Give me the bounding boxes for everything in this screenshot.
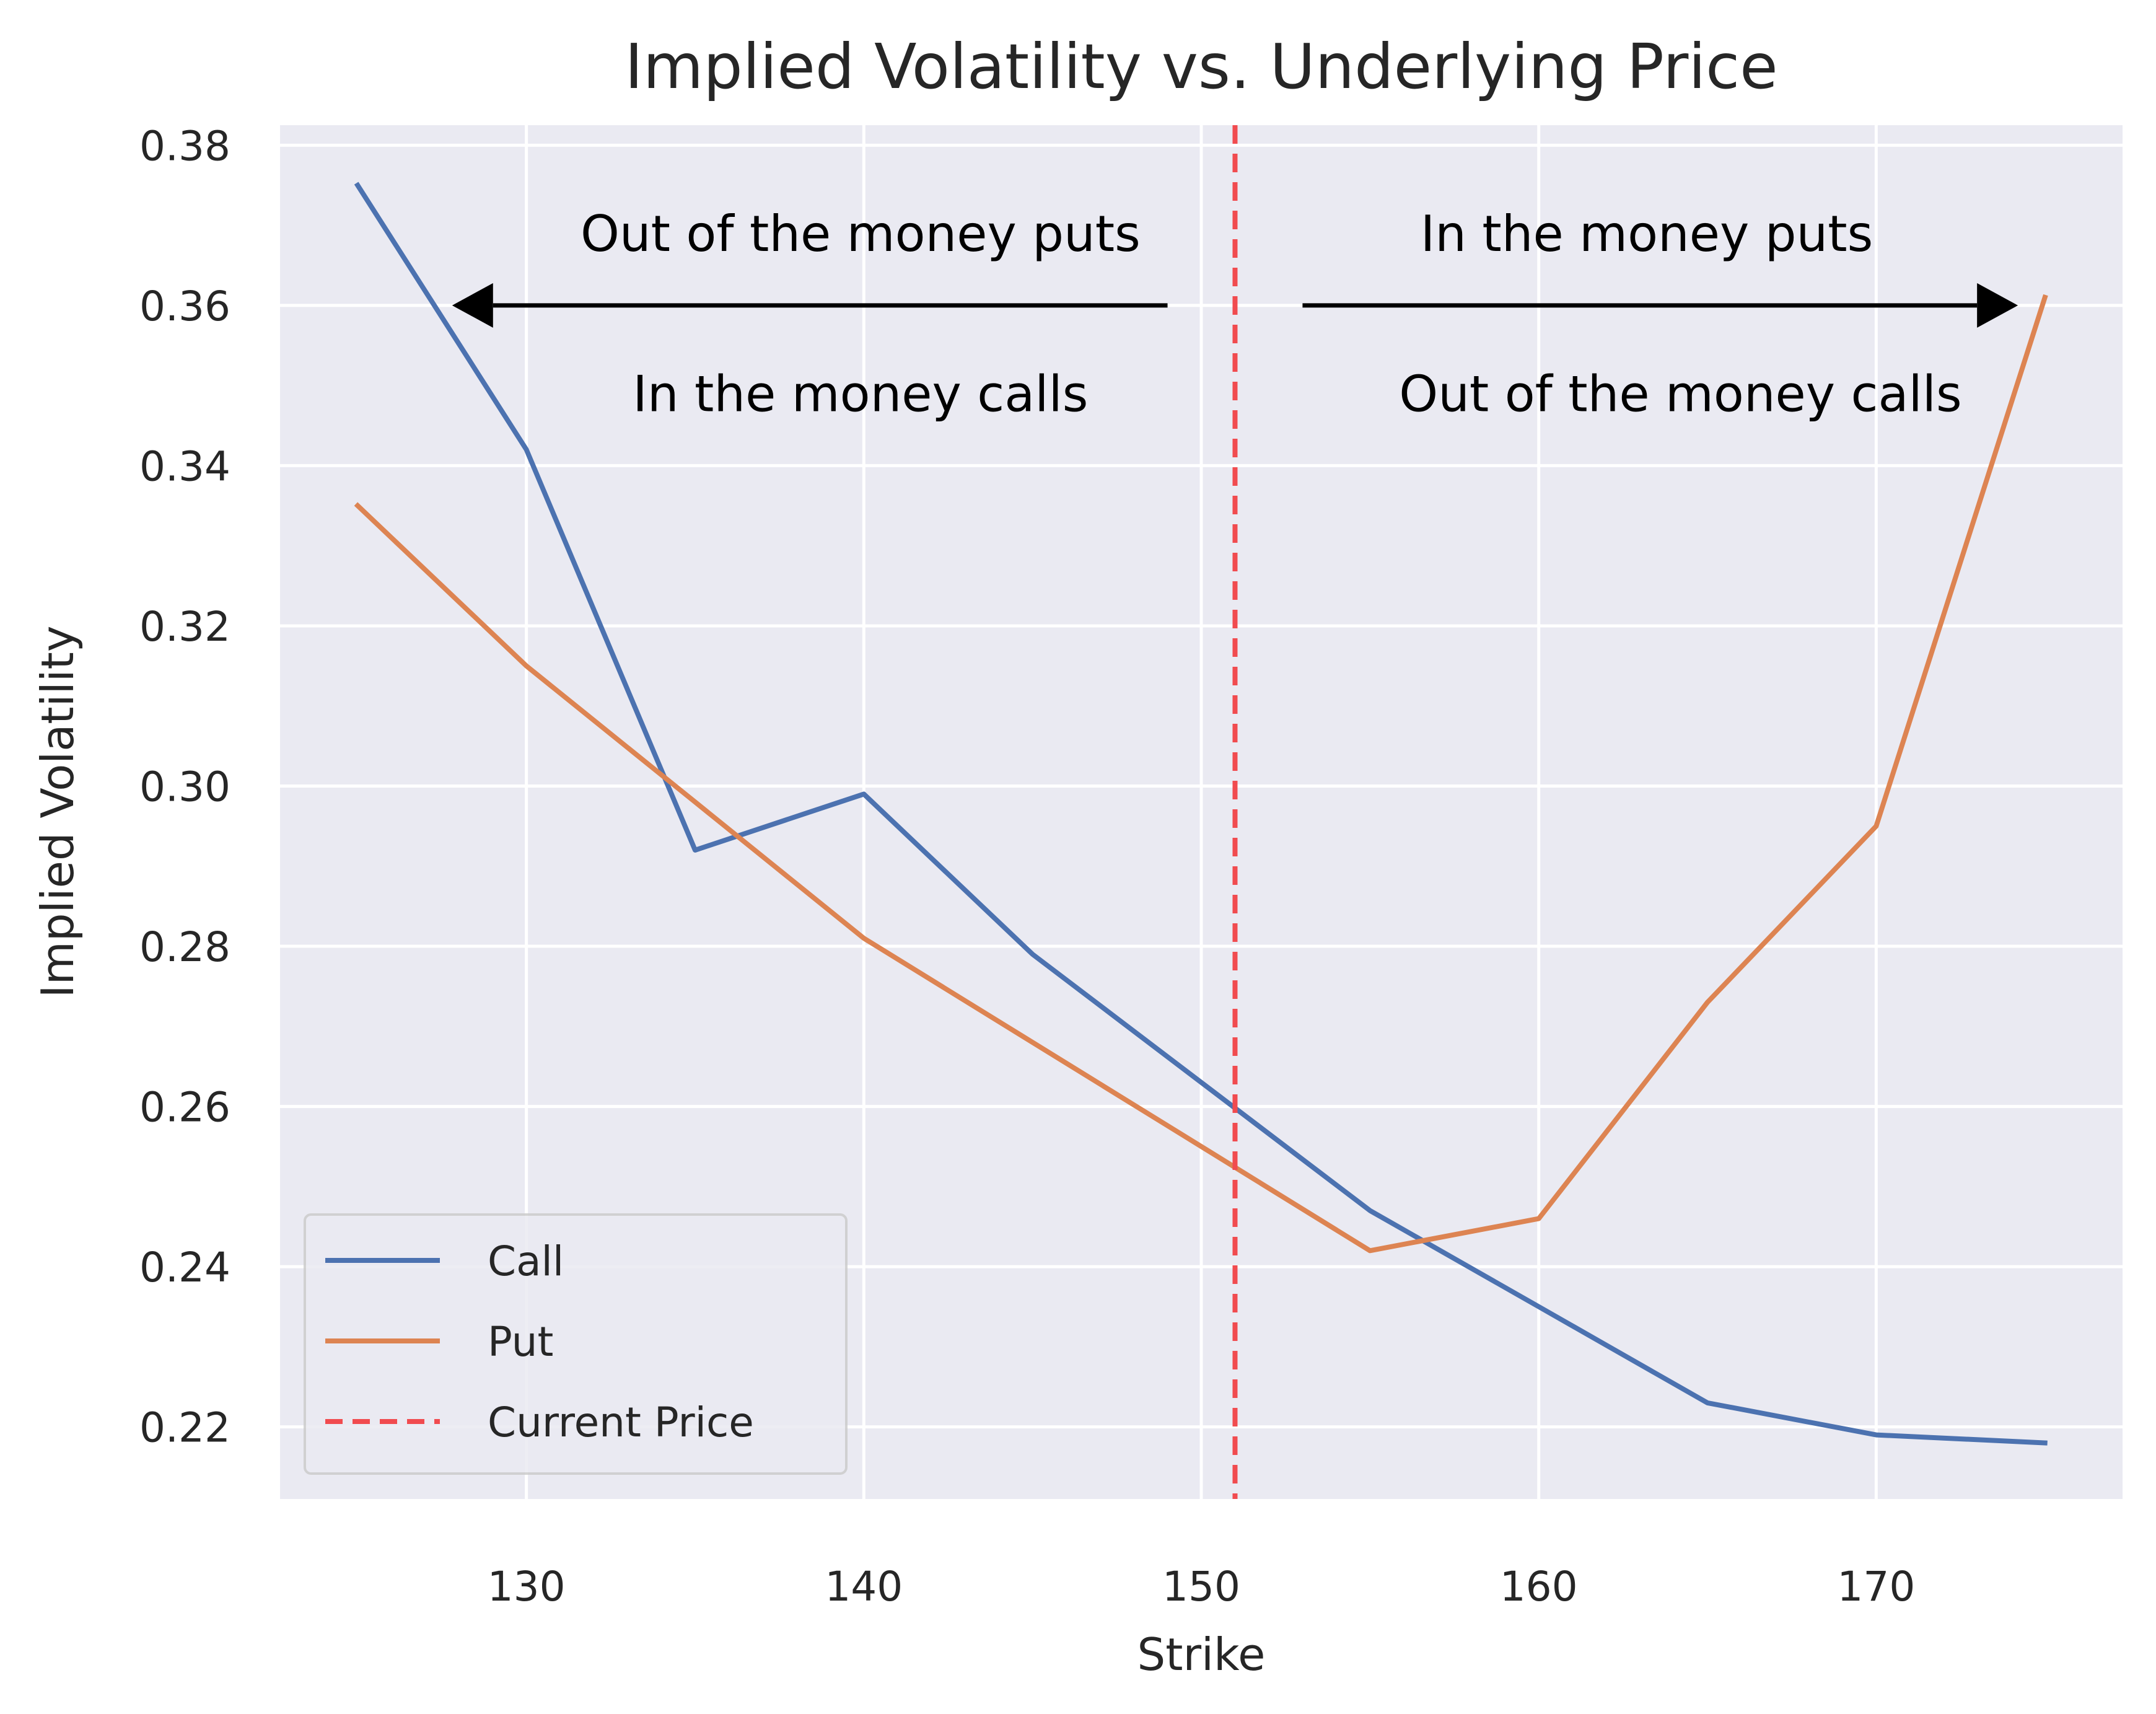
y-tick-label: 0.38 xyxy=(139,122,230,170)
x-tick-label: 130 xyxy=(488,1563,566,1611)
series-line-put xyxy=(354,294,2048,1254)
arrow-head xyxy=(452,283,493,328)
annotation-text: Out of the money puts xyxy=(581,205,1141,263)
legend[interactable]: Call Put Current Price xyxy=(304,1213,848,1475)
x-tick-label: 160 xyxy=(1500,1563,1578,1611)
annotations: Out of the money puts In the money calls I… xyxy=(581,205,1962,423)
annotation-arrows xyxy=(452,283,2018,328)
x-tick-label: 170 xyxy=(1837,1563,1915,1611)
y-tick-label: 0.24 xyxy=(139,1244,230,1291)
y-tick-label: 0.36 xyxy=(139,283,230,330)
y-tick-label: 0.26 xyxy=(139,1084,230,1132)
y-tick-label: 0.30 xyxy=(139,763,230,811)
y-tick-label: 0.22 xyxy=(139,1404,230,1452)
annotation-text: Out of the money calls xyxy=(1399,365,1961,423)
arrow-head xyxy=(1977,283,2018,328)
chart-title: Implied Volatility vs. Underlying Price xyxy=(624,30,1777,103)
annotation-text: In the money puts xyxy=(1421,205,1873,263)
x-tick-labels: 130 140 150 160 170 xyxy=(488,1563,1916,1611)
grid xyxy=(280,125,2123,1499)
legend-frame xyxy=(304,1213,848,1475)
legend-call-label: Call xyxy=(488,1237,564,1285)
y-tick-label: 0.34 xyxy=(139,442,230,490)
x-tick-label: 150 xyxy=(1162,1563,1240,1611)
y-axis-label: Implied Volatility xyxy=(32,626,84,998)
x-tick-label: 140 xyxy=(825,1563,903,1611)
y-tick-label: 0.32 xyxy=(139,603,230,651)
legend-put-label: Put xyxy=(488,1318,553,1366)
legend-current-price-label: Current Price xyxy=(488,1399,754,1446)
y-tick-labels: 0.22 0.24 0.26 0.28 0.30 0.32 0.34 0.36 0.38 xyxy=(139,122,230,1451)
x-axis-label: Strike xyxy=(1137,1628,1266,1681)
annotation-text: In the money calls xyxy=(633,365,1088,423)
series-line-call xyxy=(354,182,2048,1446)
y-tick-label: 0.28 xyxy=(139,923,230,971)
series-lines xyxy=(354,182,2048,1446)
